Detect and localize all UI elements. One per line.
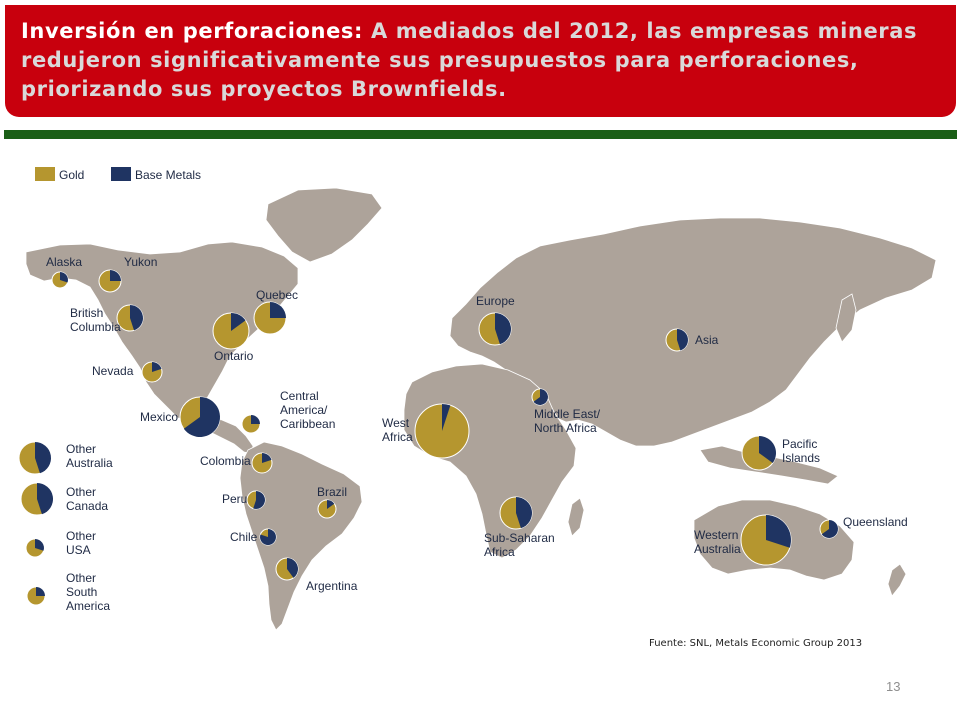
region-label-brazil: Brazil xyxy=(317,485,347,499)
region-label-sub-saharan-africa: Sub-Saharan Africa xyxy=(484,531,555,559)
base-metals-slice xyxy=(35,539,45,551)
base-metals-slice xyxy=(35,442,52,474)
slide-title: Inversión en perforaciones: A mediados d… xyxy=(21,17,940,104)
base-metals-slice xyxy=(495,313,512,345)
pie-western-australia: Western Australia xyxy=(694,514,792,566)
pie-argentina: Argentina xyxy=(275,557,358,593)
region-label-queensland: Queensland xyxy=(843,515,908,529)
base-metals-slice xyxy=(262,453,272,463)
pie-quebec: Quebec xyxy=(253,288,298,335)
base-metals-slice xyxy=(259,529,276,545)
legend-gold-label: Gold xyxy=(59,168,84,182)
title-body: A mediados del 2012, las empresas minera… xyxy=(21,19,918,101)
base-metals-slice xyxy=(516,497,533,529)
base-metals-slice xyxy=(183,397,220,437)
green-divider xyxy=(4,130,957,139)
region-label-pacific-islands: Pacific Islands xyxy=(782,437,820,465)
region-label-europe: Europe xyxy=(476,294,515,308)
pie-british-columbia: British Columbia xyxy=(70,304,144,334)
pie-other-canada: Other Canada xyxy=(20,482,108,516)
pie-other-south-america: Other South America xyxy=(26,571,110,613)
map-legend: Gold Base Metals xyxy=(35,167,201,182)
region-label-west-africa: West Africa xyxy=(382,416,413,444)
base-metals-slice xyxy=(60,272,69,283)
region-label-colombia: Colombia xyxy=(200,454,251,468)
region-label-middle-east-north-africa: Middle East/North Africa xyxy=(534,407,601,435)
base-metals-swatch xyxy=(111,167,131,181)
base-metals-slice xyxy=(821,520,839,538)
title-lead: Inversión en perforaciones: xyxy=(21,19,364,43)
region-label-nevada: Nevada xyxy=(92,364,134,378)
pie-ontario: Ontario xyxy=(212,312,254,363)
base-metals-slice xyxy=(251,415,260,424)
region-label-asia: Asia xyxy=(695,333,719,347)
region-label-british-columbia: British Columbia xyxy=(70,306,121,334)
land-masses xyxy=(25,187,937,631)
japan xyxy=(835,293,857,343)
pie-queensland: Queensland xyxy=(819,515,908,539)
gold-swatch xyxy=(35,167,55,181)
region-label-other-canada: Other Canada xyxy=(66,485,108,513)
base-metals-slice xyxy=(231,313,246,331)
pie-other-australia: Other Australia xyxy=(18,441,113,475)
region-label-yukon: Yukon xyxy=(124,255,157,269)
region-label-other-usa: Other USA xyxy=(66,529,96,557)
pie-peru: Peru xyxy=(222,490,266,510)
pie-europe: Europe xyxy=(476,294,515,346)
base-metals-slice xyxy=(110,270,121,281)
new-zealand xyxy=(887,563,907,597)
base-metals-slice xyxy=(270,302,286,318)
base-metals-slice xyxy=(327,500,335,509)
pie-middle-east-north-africa: Middle East/North Africa xyxy=(531,388,601,435)
region-label-ontario: Ontario xyxy=(214,349,254,363)
pie-pacific-islands: Pacific Islands xyxy=(741,435,820,471)
region-label-chile: Chile xyxy=(230,530,258,544)
base-metals-slice xyxy=(442,404,451,431)
pie-brazil: Brazil xyxy=(317,485,347,519)
world-map: Gold Base Metals Alaska Yukon British Colum… xyxy=(18,167,937,631)
region-label-quebec: Quebec xyxy=(256,288,298,302)
base-metals-slice xyxy=(287,558,299,578)
base-metals-slice xyxy=(36,587,45,596)
north-america xyxy=(25,241,299,421)
pie-colombia: Colombia xyxy=(200,452,273,474)
pie-west-africa: West Africa xyxy=(382,403,470,459)
region-label-argentina: Argentina xyxy=(306,579,358,593)
pie-central-america-caribbean: Central America/Caribbean xyxy=(241,389,335,434)
base-metals-slice xyxy=(152,362,162,372)
region-label-western-australia: Western Australia xyxy=(694,528,741,556)
pie-nevada: Nevada xyxy=(92,361,163,383)
base-metals-slice xyxy=(533,389,549,405)
pie-chile: Chile xyxy=(230,528,277,546)
base-metals-slice xyxy=(759,436,776,463)
base-metals-slice xyxy=(766,515,792,548)
page-number: 13 xyxy=(886,679,901,694)
region-label-other-south-america: Other South America xyxy=(66,571,110,613)
base-metals-slice xyxy=(253,491,265,510)
legend-base-metals-label: Base Metals xyxy=(135,168,201,182)
region-label-mexico: Mexico xyxy=(140,410,178,424)
pie-other-usa: Other USA xyxy=(25,529,96,558)
madagascar xyxy=(567,497,585,537)
pie-mexico: Mexico xyxy=(140,396,221,438)
greenland xyxy=(265,187,383,263)
pie-sub-saharan-africa: Sub-Saharan Africa xyxy=(484,496,555,559)
region-pies: Alaska Yukon British Columbia Ontario Quebec N… xyxy=(18,255,908,613)
region-label-central-america-caribbean: Central America/Caribbean xyxy=(280,389,335,431)
base-metals-slice xyxy=(37,483,54,515)
region-label-peru: Peru xyxy=(222,492,247,506)
pie-yukon: Yukon xyxy=(98,255,157,293)
region-label-other-australia: Other Australia xyxy=(66,442,113,470)
base-metals-slice xyxy=(130,305,143,331)
pie-alaska: Alaska xyxy=(46,255,82,289)
pie-asia: Asia xyxy=(665,328,719,352)
base-metals-slice xyxy=(677,329,688,351)
south-america xyxy=(239,441,363,631)
title-banner: Inversión en perforaciones: A mediados d… xyxy=(5,5,956,117)
source-note: Fuente: SNL, Metals Economic Group 2013 xyxy=(649,638,863,649)
region-label-alaska: Alaska xyxy=(46,255,82,269)
